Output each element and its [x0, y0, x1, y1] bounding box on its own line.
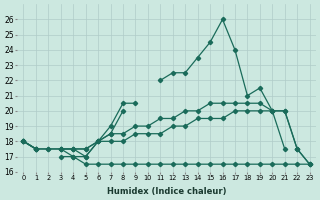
X-axis label: Humidex (Indice chaleur): Humidex (Indice chaleur)	[107, 187, 226, 196]
